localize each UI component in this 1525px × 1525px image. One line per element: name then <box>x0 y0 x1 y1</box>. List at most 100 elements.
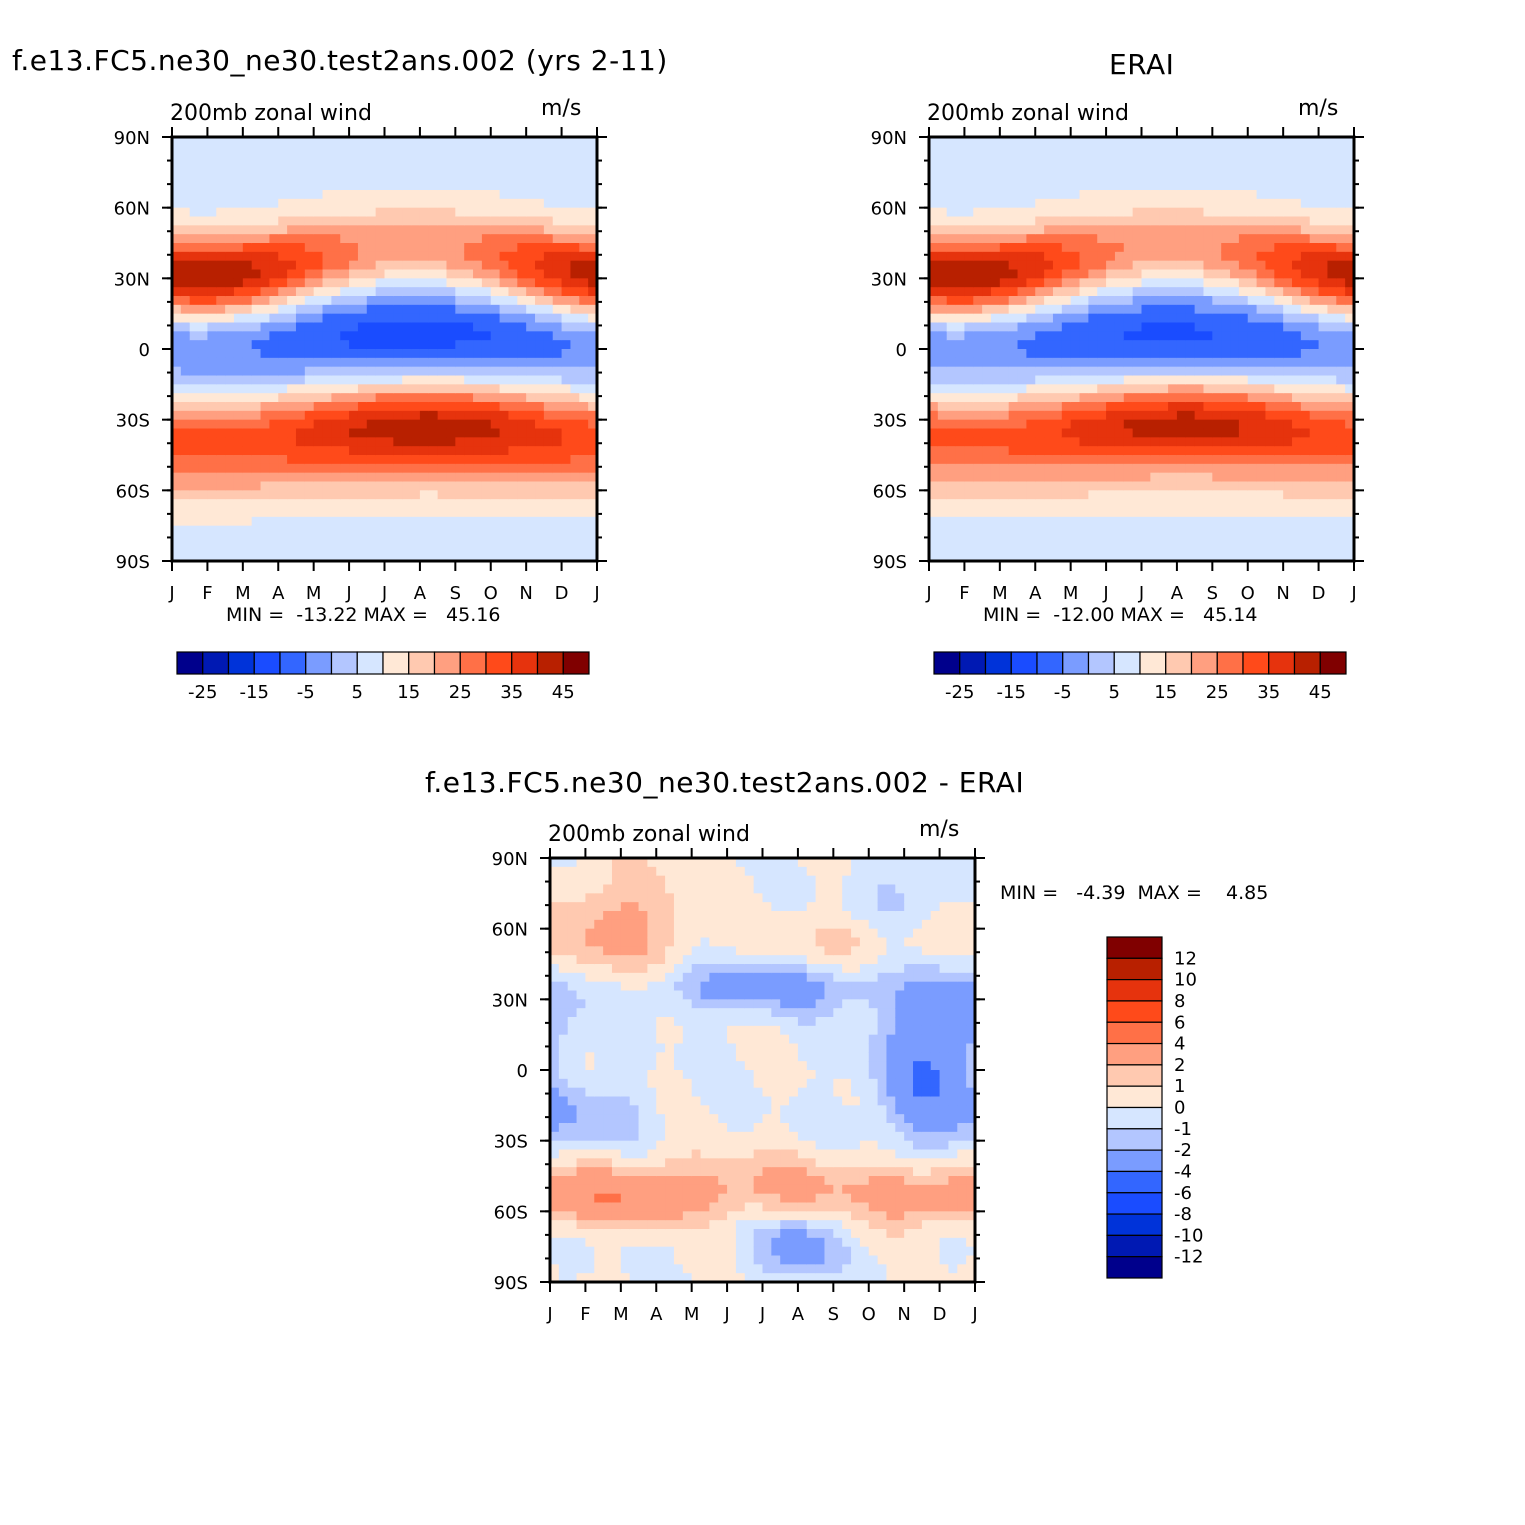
obs-cell <box>1230 154 1240 165</box>
model-cell <box>561 472 572 483</box>
obs-cell <box>1185 145 1196 156</box>
model-cell <box>287 393 297 403</box>
obs-cell <box>1318 349 1329 359</box>
obs-cell <box>1327 375 1337 385</box>
obs-cell <box>982 419 992 430</box>
obs-cell <box>964 260 974 271</box>
obs-cell <box>1292 296 1302 306</box>
obs-cell <box>1327 384 1337 394</box>
model-cell <box>295 463 306 474</box>
obs-cell <box>1114 216 1125 226</box>
obs-cell <box>1061 375 1072 385</box>
model-cell <box>322 269 332 279</box>
model-cell <box>216 463 226 474</box>
obs-cell <box>1061 437 1072 447</box>
obs-cell <box>1141 419 1151 430</box>
model-cell <box>552 375 563 385</box>
model-cell <box>260 216 270 226</box>
obs-cell <box>1114 446 1125 456</box>
diff-cell <box>550 1220 560 1230</box>
model-cell <box>225 534 235 544</box>
obs-cell <box>1035 552 1045 562</box>
obs-cell <box>1345 428 1355 438</box>
obs-cell <box>1194 260 1205 271</box>
model-cell <box>269 402 279 412</box>
model-cell <box>455 437 465 447</box>
obs-cell <box>1123 163 1134 173</box>
model-cell <box>543 525 554 536</box>
obs-cell <box>1309 322 1320 332</box>
obs-cell <box>1017 172 1027 182</box>
model-cell <box>552 516 563 527</box>
obs-cell <box>1274 472 1284 483</box>
obs-cell <box>946 154 957 165</box>
model-cell <box>225 472 235 483</box>
obs-cell <box>946 472 957 483</box>
model-cell <box>269 269 279 279</box>
model-cell <box>198 172 209 182</box>
model-cell <box>464 490 474 500</box>
obs-cell <box>1283 516 1293 527</box>
obs-cell <box>1212 534 1222 544</box>
model-cell <box>570 455 580 465</box>
obs-cell <box>929 525 939 536</box>
model-cell <box>535 304 545 315</box>
model-cell <box>304 269 315 279</box>
model-cell <box>384 410 394 421</box>
obs-cell <box>1061 402 1072 412</box>
model-cell <box>322 516 332 527</box>
model-cell <box>349 366 359 377</box>
model-cell <box>481 516 492 527</box>
obs-cell <box>1238 349 1249 359</box>
obs-cell <box>982 216 992 226</box>
model-cell <box>419 402 430 412</box>
model-cell <box>402 225 412 235</box>
obs-cell <box>1318 331 1329 341</box>
model-cell <box>561 463 572 474</box>
model-cell <box>287 331 297 341</box>
model-cell <box>526 419 536 430</box>
model-cell <box>340 419 350 430</box>
obs-cell <box>990 552 1001 562</box>
obs-cell <box>1132 296 1143 306</box>
model-cell <box>287 251 297 262</box>
obs-cell <box>1292 331 1302 341</box>
obs-cell <box>1079 499 1089 509</box>
model-cell <box>437 410 448 421</box>
diff-cell <box>567 1131 578 1142</box>
model-cell <box>579 251 589 262</box>
model-cell <box>216 163 226 173</box>
obs-cell <box>1114 455 1125 465</box>
model-cell <box>216 446 226 456</box>
model-cell <box>561 304 572 315</box>
model-cell <box>278 198 288 209</box>
model-cell <box>198 331 209 341</box>
obs-cell <box>1238 490 1249 500</box>
model-cell <box>340 525 350 536</box>
obs-cell <box>1114 534 1125 544</box>
obs-cell <box>1194 516 1205 527</box>
model-cell <box>357 331 368 341</box>
obs-cell <box>1114 243 1125 253</box>
model-cell <box>490 198 501 209</box>
obs-cell <box>1185 137 1196 147</box>
model-cell <box>375 552 386 562</box>
model-cell <box>172 455 182 465</box>
model-cell <box>233 260 244 271</box>
model-cell <box>552 137 563 147</box>
model-cell <box>172 331 182 341</box>
model-cell <box>331 216 341 226</box>
obs-cell <box>929 463 939 474</box>
model-cell <box>340 225 350 235</box>
model-cell <box>349 331 359 341</box>
obs-cell <box>1052 472 1063 483</box>
model-cell <box>260 322 270 332</box>
model-cell <box>216 340 226 350</box>
model-cell <box>535 516 545 527</box>
model-cell <box>366 331 377 341</box>
obs-cell <box>937 278 948 288</box>
model-cell <box>411 375 421 385</box>
model-cell <box>561 269 572 279</box>
obs-cell <box>1114 163 1125 173</box>
obs-cell <box>1123 216 1134 226</box>
